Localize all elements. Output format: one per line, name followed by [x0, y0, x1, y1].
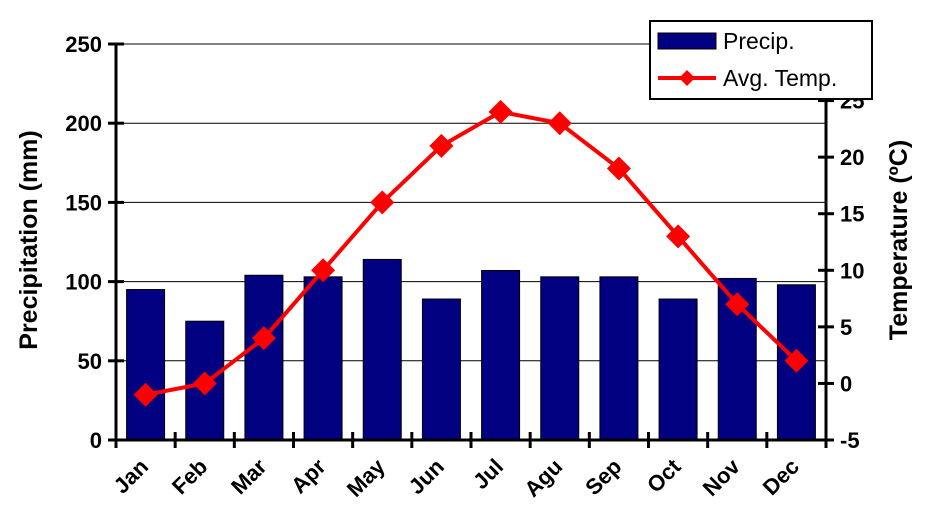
temp-point-sep: [606, 156, 631, 181]
legend: Precip. Avg. Temp.: [649, 20, 873, 100]
y-tick-label-250: 250: [65, 32, 102, 57]
x-tick-label-sep: Sep: [580, 454, 626, 500]
y2-tick-label-5: 5: [840, 315, 852, 340]
temperature-line-group: [133, 99, 809, 407]
y-tick-label-100: 100: [65, 270, 102, 295]
temp-point-apr: [311, 258, 336, 283]
x-tick-label-nov: Nov: [698, 453, 746, 501]
bar-jul: [481, 270, 521, 441]
legend-label-precip: Precip.: [723, 28, 795, 54]
x-tick-label-mar: Mar: [226, 454, 272, 500]
axes: [108, 42, 834, 448]
y2-axis-title: Temperature (ºC): [885, 140, 913, 340]
y2-tick-label-10: 10: [840, 258, 864, 283]
x-tick-label-oct: Oct: [642, 453, 686, 497]
x-tick-label-may: May: [342, 453, 390, 501]
legend-swatch-precip: [657, 32, 717, 50]
legend-label-temp: Avg. Temp.: [723, 65, 837, 91]
x-tick-label-agu: Agu: [519, 454, 567, 502]
y2-tick-label-15: 15: [840, 202, 864, 227]
x-tick-label-feb: Feb: [167, 454, 212, 499]
x-tick-label-jun: Jun: [404, 454, 449, 499]
bar-agu: [540, 276, 580, 441]
bar-mar: [244, 274, 284, 441]
x-tick-label-jul: Jul: [468, 454, 508, 494]
bar-apr: [303, 276, 343, 441]
temp-point-may: [370, 190, 395, 215]
y-tick-label-150: 150: [65, 190, 102, 215]
y2-tick-label--5: -5: [840, 428, 860, 453]
y-axis-title: Precipitation (mm): [15, 130, 43, 349]
bar-sep: [599, 276, 639, 441]
bar-may: [362, 258, 402, 441]
x-tick-label-apr: Apr: [286, 454, 331, 499]
temp-point-agu: [547, 111, 572, 136]
temp-point-oct: [666, 224, 691, 249]
temp-point-jun: [429, 133, 454, 158]
x-tick-label-dec: Dec: [758, 454, 804, 500]
gridlines: [116, 43, 826, 362]
bar-oct: [658, 298, 698, 441]
temperature-line: [145, 109, 798, 397]
temp-point-jul: [488, 99, 513, 124]
temp-point-feb: [192, 371, 217, 396]
bar-jan: [126, 289, 166, 441]
legend-marker-temp: [679, 70, 695, 86]
y2-tick-label-20: 20: [840, 145, 864, 170]
temp-point-jan: [133, 382, 158, 407]
y2-tick-label-0: 0: [840, 371, 852, 396]
bar-jun: [421, 298, 461, 441]
temp-point-nov: [725, 292, 750, 317]
y-tick-label-50: 50: [78, 349, 102, 374]
temp-point-mar: [251, 326, 276, 351]
temp-point-dec: [784, 348, 809, 373]
x-tick-label-jan: Jan: [109, 454, 153, 498]
y-tick-label-200: 200: [65, 111, 102, 136]
y-tick-label-0: 0: [90, 428, 102, 453]
precip-bars: [126, 258, 816, 441]
